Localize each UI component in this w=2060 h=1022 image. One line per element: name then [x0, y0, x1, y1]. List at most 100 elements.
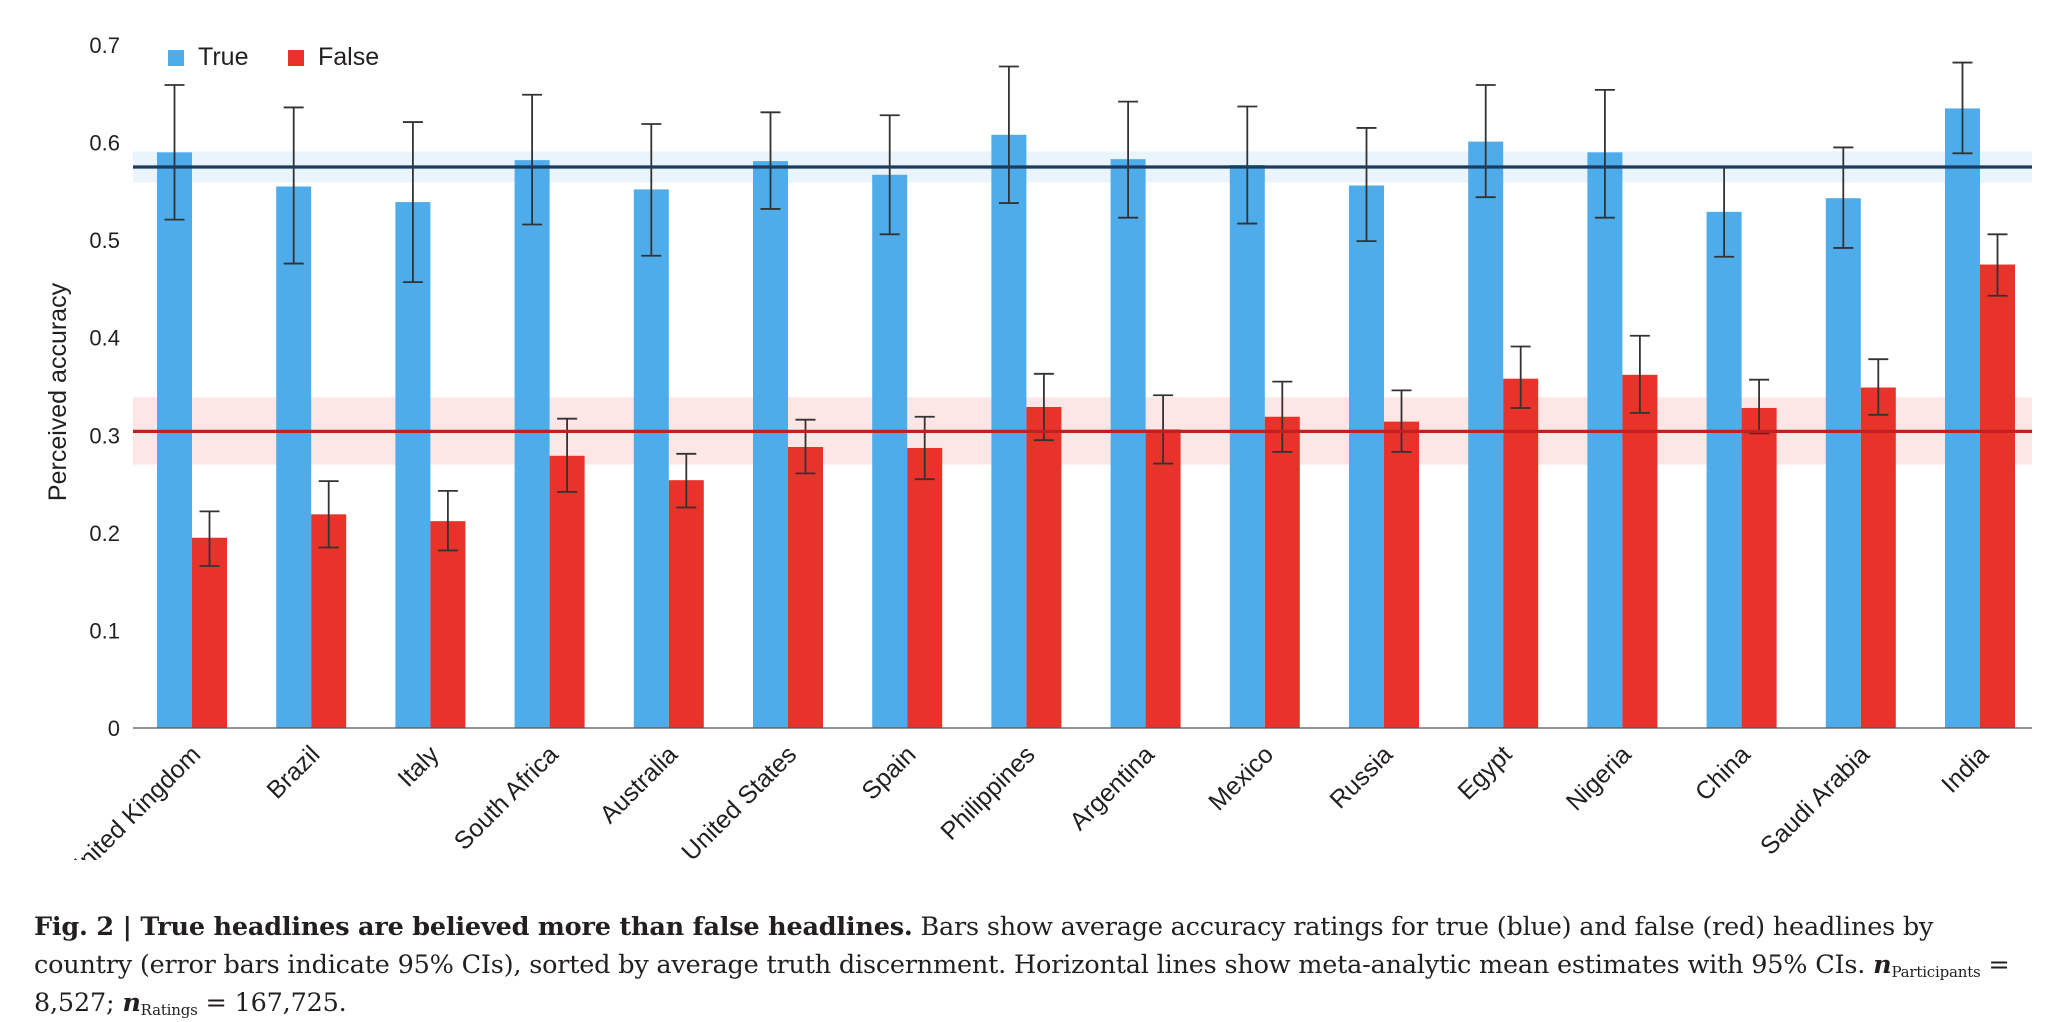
error-bar-false-argentina: [1153, 394, 1174, 465]
error-bar-false-united-kingdom: [199, 510, 220, 567]
x-tick-label: India: [1936, 740, 1994, 798]
error-bar-false-mexico: [1272, 380, 1293, 453]
legend-label-false: False: [318, 43, 379, 71]
error-bar-false-australia: [676, 452, 697, 509]
bar-true-south-africa: [514, 160, 550, 729]
error-bar-true-nigeria: [1594, 88, 1615, 219]
bars-layer: [157, 108, 2015, 729]
error-bar-false-italy: [437, 490, 458, 552]
error-bar-false-russia: [1391, 389, 1412, 453]
bar-false-philippines: [1026, 406, 1062, 728]
error-bar-true-egypt: [1475, 84, 1496, 199]
error-bar-true-spain: [879, 114, 900, 236]
error-bar-true-india: [1952, 61, 1973, 155]
bar-true-italy: [395, 202, 431, 729]
bar-true-china: [1706, 211, 1742, 728]
bar-chart: 0 0.1 0.2 0.3 0.4 0.5 0.6 0.7 United Kingdom Bra…: [44, 33, 2032, 860]
x-tick-label: Egypt: [1452, 740, 1517, 805]
legend: True False: [168, 43, 379, 71]
x-tick-label: China: [1690, 740, 1756, 806]
bar-false-india: [1980, 264, 2015, 728]
bar-false-nigeria: [1622, 374, 1658, 728]
y-tick-label: 0.4: [89, 326, 120, 351]
caption-label: Fig. 2 | True headlines are believed mor…: [34, 912, 913, 942]
x-tick-label: Nigeria: [1561, 740, 1637, 816]
error-bars-layer: [164, 61, 2008, 567]
bar-true-united-kingdom: [157, 152, 192, 729]
caption-participants-sub: Participants: [1891, 963, 1981, 981]
y-tick-label: 0.5: [89, 228, 120, 253]
bar-true-argentina: [1110, 159, 1146, 728]
x-tick-label: Philippines: [935, 740, 1040, 845]
y-tick-label: 0.7: [89, 33, 120, 58]
y-tick-label: 0.6: [89, 131, 120, 156]
legend-swatch-false: [288, 50, 304, 66]
bar-true-spain: [872, 174, 908, 728]
error-bar-false-united-states: [795, 418, 816, 475]
error-bar-false-brazil: [318, 480, 339, 549]
x-tick-label: Mexico: [1203, 740, 1279, 816]
x-tick-label: Argentina: [1064, 740, 1160, 836]
bar-true-saudi-arabia: [1825, 198, 1861, 729]
x-axis: United Kingdom Brazil Italy South Africa Aus…: [61, 727, 2032, 860]
x-tick-label: Australia: [594, 740, 683, 829]
error-bar-true-united-kingdom: [164, 84, 185, 221]
x-tick-label: South Africa: [449, 740, 564, 855]
bar-false-brazil: [311, 514, 347, 728]
y-tick-label: 0.2: [89, 521, 120, 546]
y-tick-label: 0: [108, 716, 120, 741]
error-bar-true-united-states: [760, 111, 781, 210]
y-tick-label: 0.1: [89, 618, 120, 643]
legend-swatch-true: [168, 50, 184, 66]
caption-n-symbol: n: [1873, 950, 1892, 980]
error-bar-true-australia: [641, 123, 662, 257]
bar-false-russia: [1384, 421, 1419, 728]
error-bar-false-philippines: [1033, 372, 1054, 442]
error-bar-true-saudi-arabia: [1833, 146, 1854, 249]
bar-false-spain: [907, 447, 943, 728]
x-tick-label: Russia: [1324, 740, 1398, 814]
error-bar-false-egypt: [1510, 345, 1531, 409]
bar-false-argentina: [1145, 429, 1181, 728]
figure-caption: Fig. 2 | True headlines are believed mor…: [34, 908, 2024, 1022]
error-bar-false-spain: [914, 415, 935, 481]
bar-false-australia: [668, 480, 704, 728]
bar-false-mexico: [1264, 416, 1300, 728]
bar-false-egypt: [1503, 378, 1539, 728]
error-bar-true-south-africa: [522, 93, 543, 226]
error-bar-true-italy: [402, 121, 423, 283]
bar-true-russia: [1349, 185, 1384, 728]
x-tick-label: Spain: [856, 740, 921, 805]
bar-false-united-states: [788, 446, 823, 728]
bar-true-brazil: [276, 186, 312, 728]
bar-false-saudi-arabia: [1860, 387, 1896, 728]
caption-text: Bars show average accuracy ratings for t…: [34, 912, 1934, 980]
bar-true-mexico: [1229, 165, 1265, 728]
caption-ratings-value: = 167,725.: [197, 988, 347, 1018]
bar-false-italy: [430, 521, 466, 728]
error-bar-false-saudi-arabia: [1868, 358, 1889, 416]
reference-lines: [133, 165, 2032, 433]
bar-true-egypt: [1468, 141, 1504, 729]
error-bar-false-china: [1749, 378, 1770, 435]
error-bar-false-nigeria: [1629, 334, 1650, 414]
error-bar-false-india: [1987, 233, 2008, 297]
bar-false-united-kingdom: [192, 537, 227, 728]
error-bar-true-brazil: [283, 106, 304, 265]
x-tick-label: United States: [676, 740, 802, 860]
bar-true-united-states: [753, 161, 788, 729]
bar-false-south-africa: [549, 455, 585, 728]
bar-true-india: [1945, 108, 1980, 728]
bar-true-australia: [633, 189, 669, 729]
x-tick-label: Saudi Arabia: [1755, 740, 1875, 860]
x-tick-label: Brazil: [261, 740, 325, 804]
y-tick-label: 0.3: [89, 423, 120, 448]
error-bar-true-argentina: [1118, 100, 1139, 219]
y-axis: 0 0.1 0.2 0.3 0.4 0.5 0.6 0.7: [89, 33, 120, 741]
x-tick-label: Italy: [392, 740, 445, 793]
error-bar-true-philippines: [998, 65, 1019, 204]
error-bar-true-mexico: [1237, 105, 1258, 225]
bar-false-china: [1741, 407, 1777, 728]
x-tick-label: United Kingdom: [61, 740, 207, 860]
bar-true-nigeria: [1587, 152, 1623, 729]
